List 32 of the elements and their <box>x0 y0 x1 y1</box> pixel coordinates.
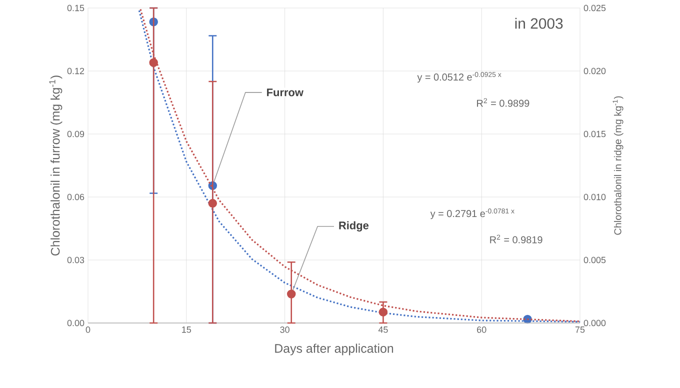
annotation: R$^{2}$ = 0.9819 <box>490 234 542 244</box>
text: Furrow <box>267 88 304 96</box>
y-tick-label: 0.00 <box>67 320 84 326</box>
text: in 2003 <box>515 18 563 29</box>
x-tick-label: 30 <box>280 326 290 333</box>
y-tick-label: 0.06 <box>67 194 84 200</box>
y2-tick-label: 0.010 <box>584 194 606 200</box>
y2-tick-label: 0.000 <box>584 320 606 326</box>
y2-tick-label: 0.015 <box>584 130 606 138</box>
x-tick-label: 0 <box>86 326 90 333</box>
x-axis-title: Days after application <box>275 344 394 356</box>
point <box>208 198 218 208</box>
text: Ridge <box>339 221 369 232</box>
x-tick-label: 75 <box>575 326 585 333</box>
x-tick-label: 60 <box>477 326 486 333</box>
y-axis-title: Chlorothalonil in furrow (mg kg$^{-1}$) <box>49 76 62 256</box>
x-tick-label: 15 <box>182 326 192 333</box>
point <box>378 308 388 316</box>
y-tick-label: 0.15 <box>67 4 84 12</box>
point <box>286 290 296 298</box>
y-tick-label: 0.12 <box>67 68 84 74</box>
y2-tick-label: 0.020 <box>584 68 606 74</box>
annotation: y = 0.2791 e$^{-0.0781 x}$ <box>430 208 514 220</box>
y2-tick-label: 0.005 <box>584 256 606 264</box>
y2-tick-label: 0.025 <box>584 4 606 12</box>
x-tick-label: 45 <box>378 326 388 333</box>
annotation: R$^{2}$ = 0.9899 <box>477 98 530 107</box>
y-tick-label: 0.03 <box>67 256 84 264</box>
point <box>149 58 158 67</box>
y-tick-label: 0.09 <box>67 130 84 138</box>
y2-axis-title: Chlorothalonil in ridge (mg kg$^{-1}$) <box>612 96 624 235</box>
annotation: y = 0.0512 e$^{-0.0925 x}$ <box>417 72 502 83</box>
